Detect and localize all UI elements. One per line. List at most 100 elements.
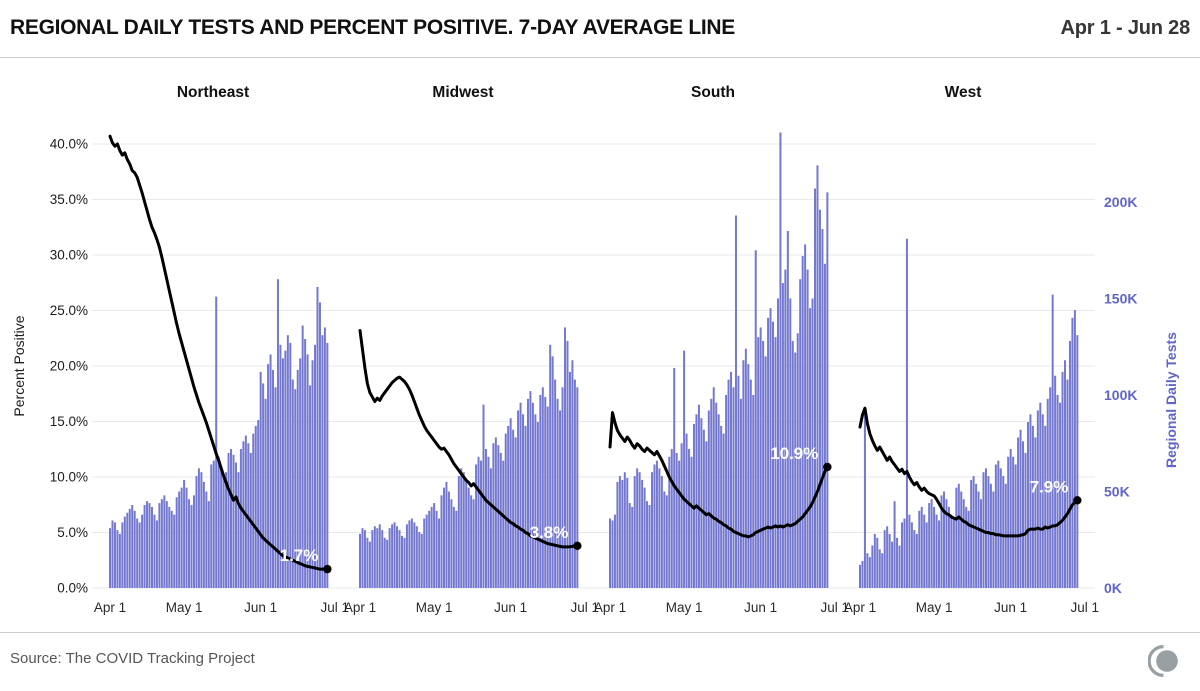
y-axis-left-tick-label: 10.0%: [50, 470, 88, 485]
tests-bar: [113, 522, 116, 588]
tests-bar: [965, 506, 968, 588]
tests-bar: [286, 335, 289, 588]
tests-bar: [791, 340, 794, 588]
tests-bar: [546, 406, 549, 588]
tests-bar: [925, 522, 928, 588]
tests-bar: [913, 530, 916, 588]
tests-bar: [688, 449, 691, 588]
tests-bar: [217, 456, 220, 588]
tests-bar: [757, 337, 760, 588]
tests-bar: [794, 352, 797, 588]
tests-bar: [868, 557, 871, 588]
panel-title-south: South: [691, 84, 735, 101]
tests-bar: [408, 520, 411, 588]
tests-bar: [883, 530, 886, 588]
tests-bar: [947, 506, 950, 588]
tests-bar: [244, 435, 247, 588]
covid-tracking-project-logo-icon[interactable]: [1148, 644, 1182, 678]
y-axis-left-tick-label: 0.0%: [57, 581, 88, 596]
tests-bar: [628, 503, 631, 588]
tests-bar: [242, 441, 245, 588]
y-axis-right-tick-label: 150K: [1104, 291, 1137, 307]
y-axis-right-title: Regional Daily Tests: [1163, 332, 1179, 468]
tests-bar: [512, 429, 515, 588]
tests-bar: [435, 510, 438, 588]
tests-bar: [526, 398, 529, 588]
tests-bar: [126, 512, 129, 588]
tests-bar: [1064, 360, 1067, 588]
tests-bar: [536, 422, 539, 588]
tests-bar: [888, 533, 891, 588]
x-axis-tick-label: Jul 1: [571, 600, 600, 615]
tests-bar: [732, 387, 735, 588]
tests-bar: [930, 499, 933, 588]
tests-bar: [720, 425, 723, 588]
regional-small-multiples-chart: 0.0% 5.0% 10.0% 15.0% 20.0% 25.0% 30.0% 35.0% 40…: [11, 84, 1179, 615]
tests-bar: [994, 464, 997, 588]
tests-bar: [670, 449, 673, 588]
tests-bar: [960, 491, 963, 588]
tests-bar: [366, 537, 369, 588]
tests-bar: [544, 396, 547, 588]
tests-bar: [650, 472, 653, 588]
tests-bar: [980, 499, 983, 588]
tests-bar: [700, 418, 703, 588]
percent-positive-line: [358, 328, 579, 549]
tests-bar: [905, 238, 908, 589]
tests-bar: [970, 479, 973, 588]
x-axis-tick-label: May 1: [166, 600, 203, 615]
tests-bar: [376, 528, 379, 588]
tests-bar: [643, 487, 646, 588]
tests-bar: [957, 483, 960, 588]
tests-bar: [131, 505, 134, 588]
tests-bar: [665, 495, 668, 588]
tests-bar: [1073, 310, 1076, 588]
tests-bar: [772, 321, 775, 588]
tests-bar: [1024, 452, 1027, 588]
tests-bar: [801, 256, 804, 588]
tests-bar: [158, 503, 161, 588]
tests-bar: [730, 371, 733, 588]
tests-bar: [715, 402, 718, 588]
tests-bar: [641, 479, 644, 588]
tests-bar: [762, 340, 765, 588]
tests-bar: [180, 487, 183, 588]
tests-bar: [178, 491, 181, 588]
tests-bar: [881, 553, 884, 588]
tests-bar: [202, 481, 205, 588]
tests-bar: [388, 528, 391, 588]
tests-bar: [148, 503, 151, 588]
tests-bar: [361, 528, 364, 588]
tests-bar: [222, 476, 225, 588]
tests-bar: [423, 518, 426, 588]
end-value-label: 10.9%: [770, 444, 818, 463]
tests-bar: [326, 342, 329, 588]
tests-bar: [455, 510, 458, 588]
tests-bar: [371, 530, 374, 588]
tests-bar: [660, 476, 663, 588]
tests-bar: [212, 460, 215, 588]
tests-bar: [977, 491, 980, 588]
tests-bar: [767, 317, 770, 588]
tests-bar: [155, 520, 158, 588]
x-axis-tick-label: Apr 1: [344, 600, 376, 615]
tests-bar: [1029, 414, 1032, 588]
tests-bar: [175, 497, 178, 588]
end-value-label: 7.9%: [1030, 477, 1069, 496]
tests-bar: [1026, 422, 1029, 588]
tests-bar: [739, 398, 742, 588]
tests-bar: [571, 360, 574, 588]
tests-bar: [289, 342, 292, 588]
y-axis-left-tick-label: 5.0%: [57, 525, 88, 540]
x-axis-tick-label: Jun 1: [744, 600, 777, 615]
tests-bar: [197, 468, 200, 588]
tests-bar: [923, 514, 926, 588]
tests-bar: [400, 535, 403, 588]
tests-bar: [685, 433, 688, 588]
tests-bar: [690, 456, 693, 588]
tests-bar: [609, 518, 611, 588]
tests-bar: [945, 499, 948, 588]
tests-bar: [1002, 476, 1005, 588]
tests-bar: [230, 449, 233, 588]
tests-bar: [215, 296, 218, 588]
